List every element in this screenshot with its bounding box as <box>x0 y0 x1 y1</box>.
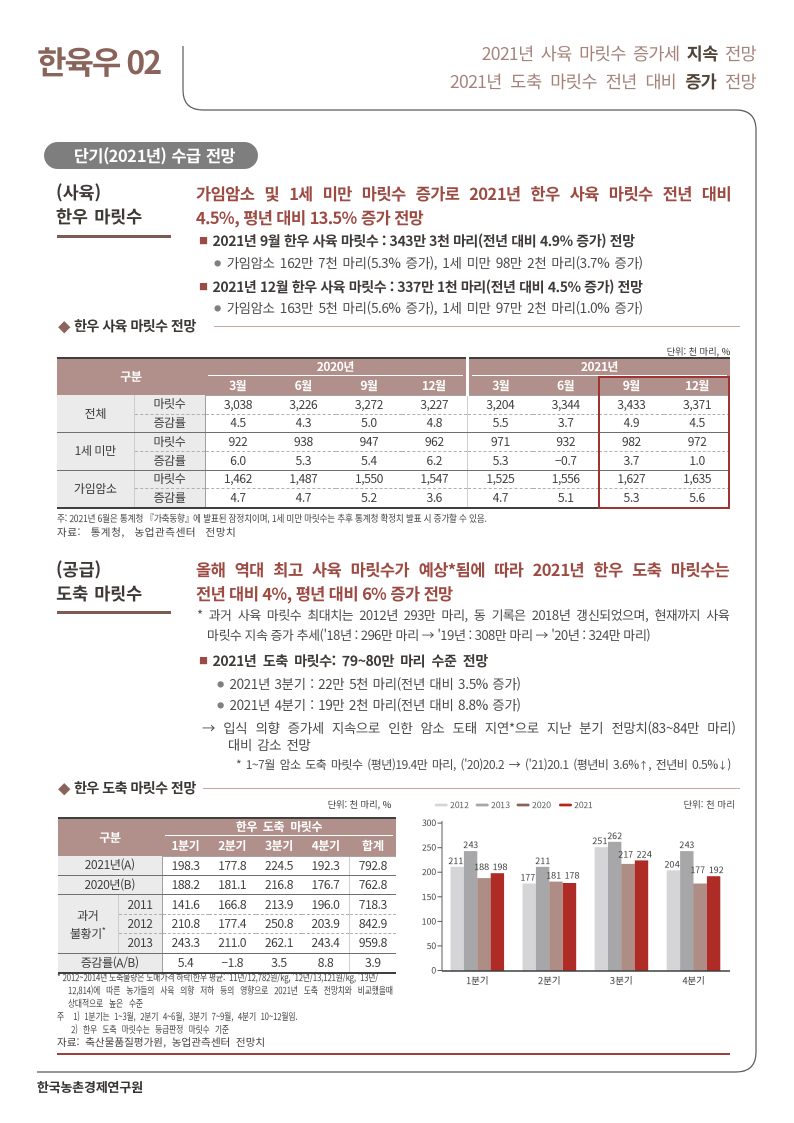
svg-text:177: 177 <box>520 871 535 884</box>
svg-text:181: 181 <box>546 869 561 882</box>
svg-text:262: 262 <box>607 829 622 842</box>
svg-text:300: 300 <box>422 817 436 829</box>
svg-text:50: 50 <box>427 940 436 952</box>
svg-text:177: 177 <box>690 863 705 876</box>
svg-text:243: 243 <box>679 838 694 851</box>
svg-text:204: 204 <box>664 857 679 870</box>
svg-text:250: 250 <box>422 842 436 854</box>
svg-text:211: 211 <box>535 854 550 867</box>
svg-text:0: 0 <box>431 965 436 977</box>
svg-text:4분기: 4분기 <box>682 973 705 987</box>
svg-text:198: 198 <box>492 860 507 873</box>
svg-text:243: 243 <box>463 838 478 851</box>
svg-text:188: 188 <box>474 860 489 873</box>
svg-text:2021: 2021 <box>574 799 593 811</box>
svg-text:224: 224 <box>637 847 652 860</box>
svg-text:2013: 2013 <box>491 799 510 811</box>
svg-text:3분기: 3분기 <box>610 973 633 987</box>
svg-text:2020: 2020 <box>532 799 551 811</box>
svg-text:211: 211 <box>448 854 463 867</box>
svg-text:단위: 천 마리: 단위: 천 마리 <box>683 797 735 811</box>
svg-text:2012: 2012 <box>450 799 469 811</box>
svg-text:200: 200 <box>422 866 436 878</box>
svg-text:1분기: 1분기 <box>466 973 489 987</box>
svg-text:100: 100 <box>422 915 436 927</box>
svg-text:251: 251 <box>592 834 607 847</box>
svg-text:217: 217 <box>618 847 633 860</box>
svg-text:2분기: 2분기 <box>538 973 561 987</box>
svg-text:178: 178 <box>564 869 579 882</box>
svg-text:192: 192 <box>709 863 724 876</box>
svg-text:150: 150 <box>422 891 436 903</box>
